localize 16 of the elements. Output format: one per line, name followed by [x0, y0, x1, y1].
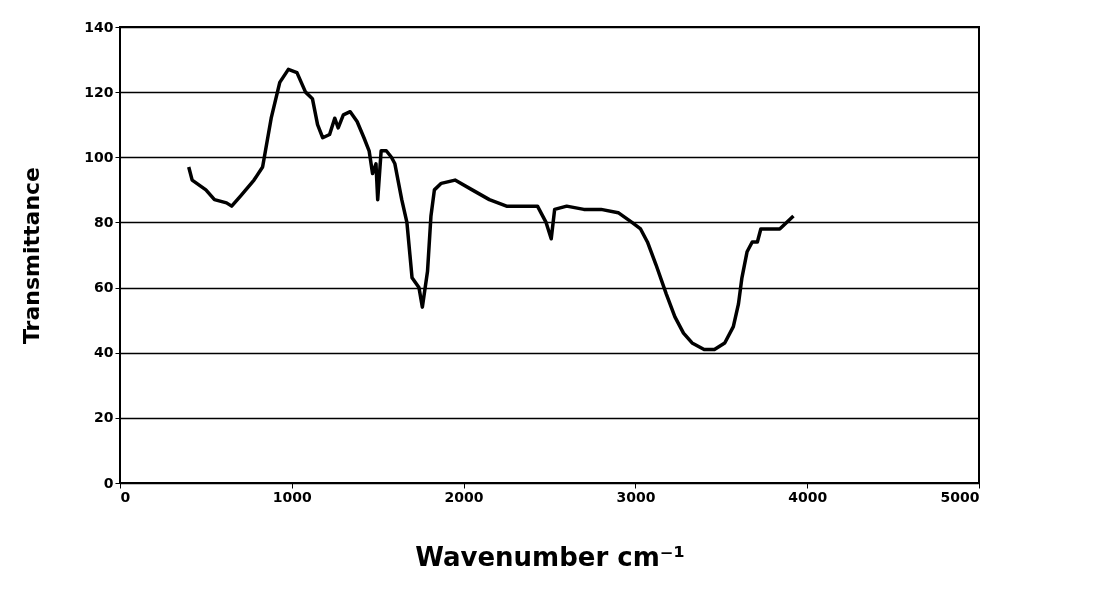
- y-axis-title: Transmittance: [19, 166, 45, 345]
- x-tick-label: 5000: [940, 488, 980, 505]
- y-tick-label: 80: [94, 213, 114, 230]
- x-tick-label: 0: [120, 488, 131, 505]
- x-tick-label: 3000: [616, 488, 656, 505]
- x-axis-title: Wavenumber cm⁻¹: [415, 541, 685, 572]
- y-tick-label: 120: [84, 83, 114, 100]
- x-tick-label: 4000: [788, 488, 828, 505]
- y-tick-label: 40: [94, 344, 114, 361]
- y-tick-label: 140: [84, 18, 114, 35]
- x-tick-label: 2000: [444, 488, 484, 505]
- x-tick-label: 1000: [272, 488, 313, 505]
- y-tick-label: 20: [94, 409, 114, 426]
- y-tick-label: 100: [84, 148, 114, 165]
- y-tick-label: 0: [103, 474, 114, 491]
- y-tick-label: 60: [94, 279, 114, 296]
